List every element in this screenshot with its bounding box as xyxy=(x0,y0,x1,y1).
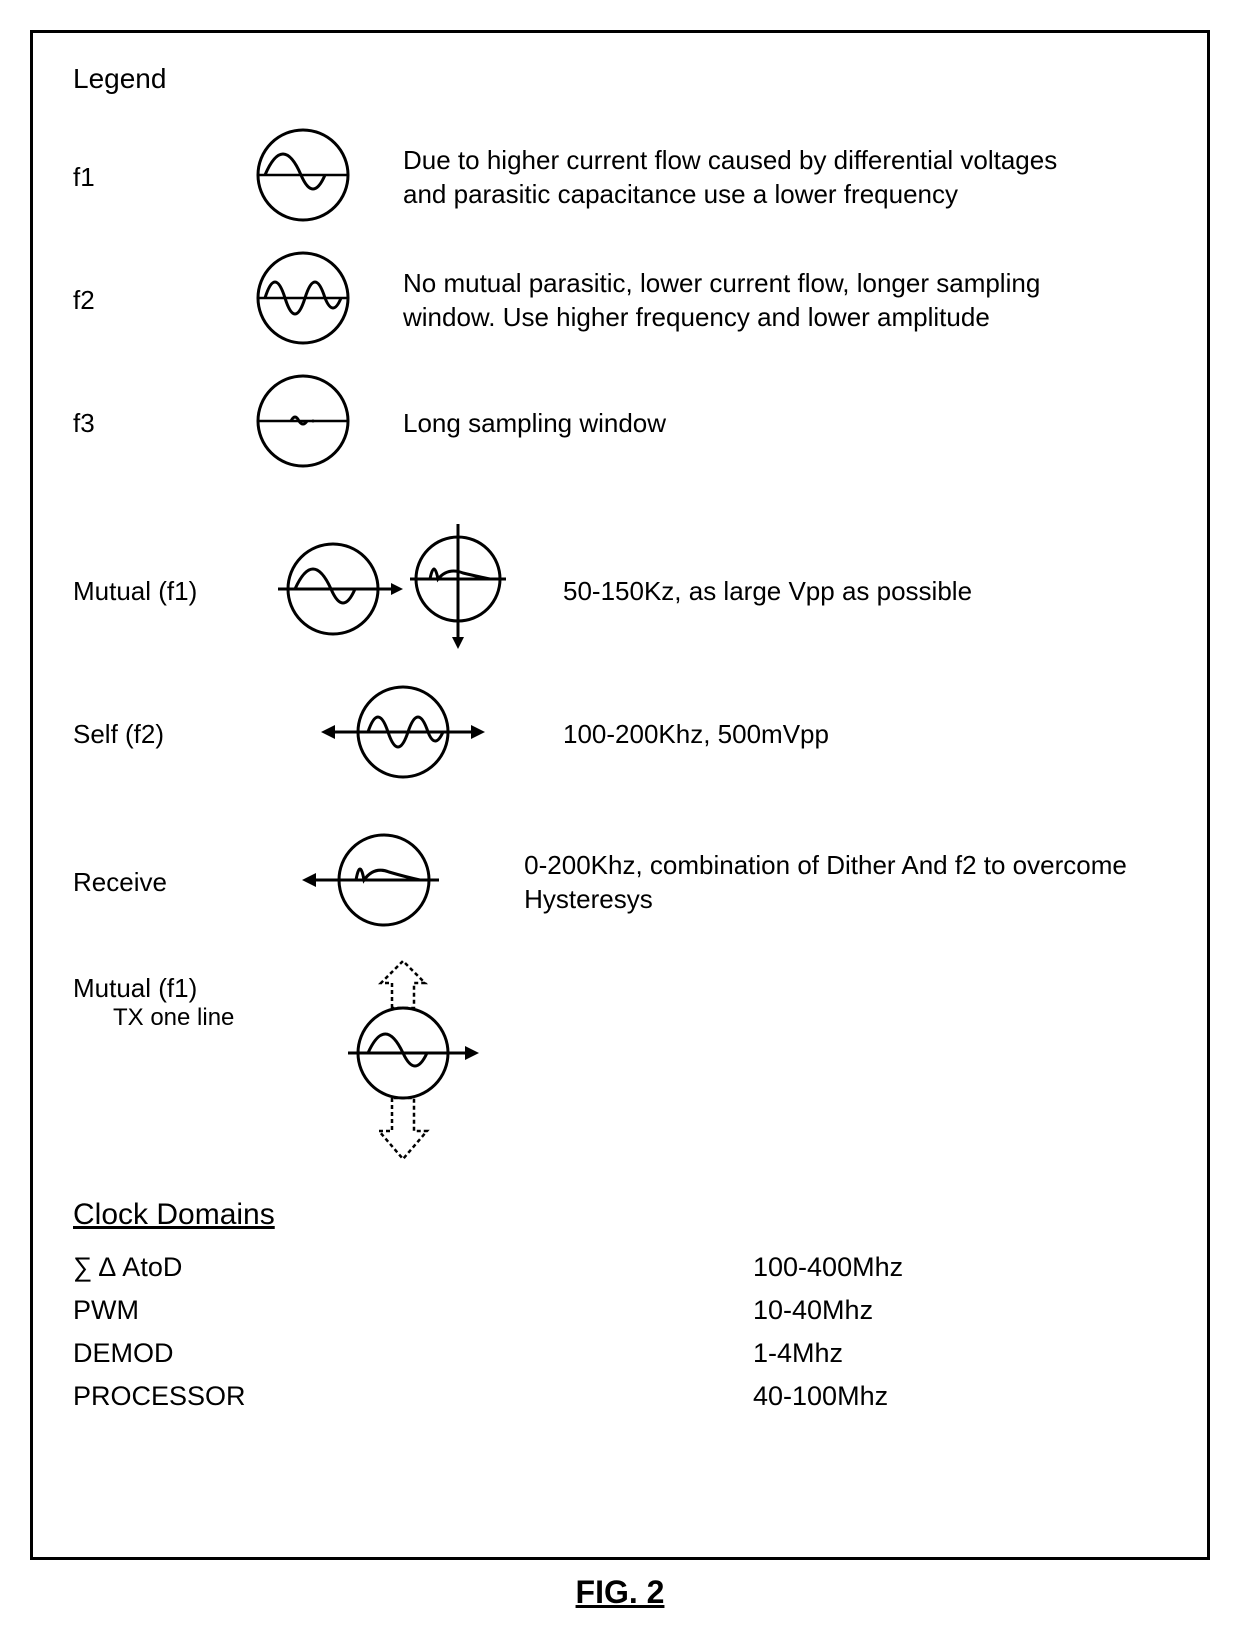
mode-row-receive: Receive 0-200Khz, combination of Dither … xyxy=(73,825,1167,940)
mode-row-mutual: Mutual (f1) 50-150K xyxy=(73,524,1167,659)
legend-row-f2: f2 No mutual parasitic, lower current fl… xyxy=(73,248,1167,353)
mode-label-tx-main: Mutual (f1) xyxy=(73,973,197,1003)
clock-label-pwm: PWM xyxy=(73,1295,753,1326)
legend-row-f3: f3 Long sampling window xyxy=(73,371,1167,476)
clock-row-processor: PROCESSOR 40-100Mhz xyxy=(73,1381,1167,1412)
legend-title: Legend xyxy=(73,63,1167,95)
diagram-frame: Legend f1 Due to higher current flow cau… xyxy=(30,30,1210,1560)
legend-desc-f1: Due to higher current flow caused by dif… xyxy=(403,144,1063,212)
clock-value-processor: 40-100Mhz xyxy=(753,1381,888,1412)
mode-desc-mutual: 50-150Kz, as large Vpp as possible xyxy=(563,575,972,609)
clock-row-demod: DEMOD 1-4Mhz xyxy=(73,1338,1167,1369)
clock-label-processor: PROCESSOR xyxy=(73,1381,753,1412)
legend-row-f1: f1 Due to higher current flow caused by … xyxy=(73,125,1167,230)
clock-row-pwm: PWM 10-40Mhz xyxy=(73,1295,1167,1326)
wave-icon-f2 xyxy=(253,248,353,353)
legend-label-f1: f1 xyxy=(73,162,253,193)
mode-label-tx-sub: TX one line xyxy=(73,1004,253,1032)
mode-icon-tx xyxy=(253,973,553,1168)
mode-label-tx: Mutual (f1) TX one line xyxy=(73,973,253,1032)
legend-label-f2: f2 xyxy=(73,285,253,316)
mode-icon-mutual xyxy=(253,524,553,659)
legend-desc-f3: Long sampling window xyxy=(403,407,666,441)
mode-row-tx: Mutual (f1) TX one line xyxy=(73,973,1167,1168)
wave-icon-f3 xyxy=(253,371,353,476)
mode-label-receive: Receive xyxy=(73,867,253,898)
clock-domains-title: Clock Domains xyxy=(73,1198,1167,1232)
clock-value-atod: 100-400Mhz xyxy=(753,1252,903,1283)
mode-row-self: Self (f2) 100-200Khz, 500mVpp xyxy=(73,677,1167,792)
wave-icon-f1 xyxy=(253,125,353,230)
clock-value-pwm: 10-40Mhz xyxy=(753,1295,873,1326)
clock-value-demod: 1-4Mhz xyxy=(753,1338,843,1369)
mode-label-mutual: Mutual (f1) xyxy=(73,576,253,607)
legend-label-f3: f3 xyxy=(73,408,253,439)
clock-label-atod: ∑ Δ AtoD xyxy=(73,1252,753,1283)
figure-caption: FIG. 2 xyxy=(30,1574,1210,1611)
clock-row-atod: ∑ Δ AtoD 100-400Mhz xyxy=(73,1252,1167,1283)
clock-label-demod: DEMOD xyxy=(73,1338,753,1369)
legend-desc-f2: No mutual parasitic, lower current flow,… xyxy=(403,267,1063,335)
mode-desc-self: 100-200Khz, 500mVpp xyxy=(563,718,829,752)
mode-label-self: Self (f2) xyxy=(73,719,253,750)
mode-icon-receive xyxy=(253,825,514,940)
mode-icon-self xyxy=(253,677,553,792)
mode-desc-receive: 0-200Khz, combination of Dither And f2 t… xyxy=(524,849,1167,917)
